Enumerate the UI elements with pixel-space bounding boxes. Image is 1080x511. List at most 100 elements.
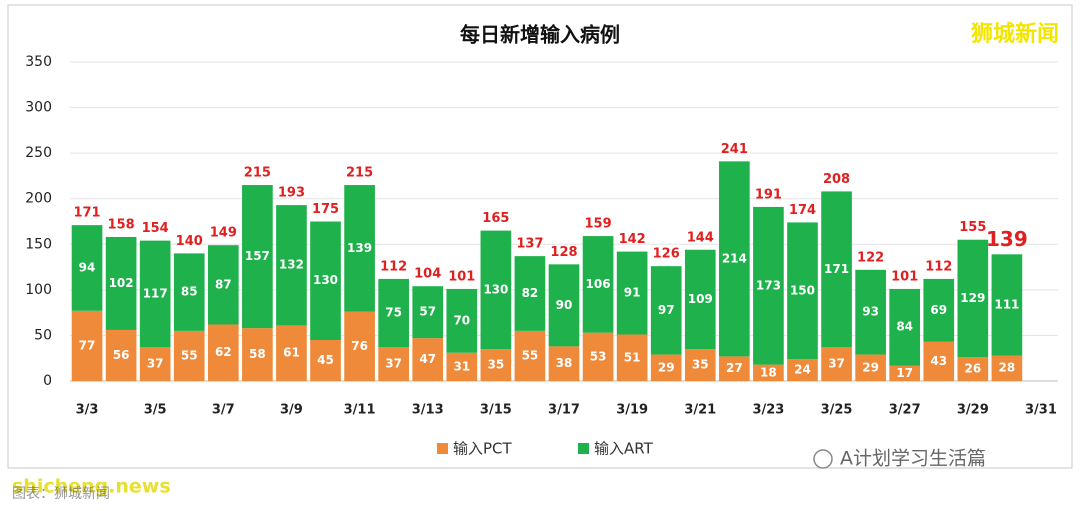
- chart-frame: [7, 4, 1073, 469]
- total-label: 112: [380, 259, 407, 274]
- total-label: 155: [959, 220, 986, 235]
- bar-segment: [787, 359, 818, 381]
- bar-segment: [446, 352, 478, 381]
- total-label: 241: [721, 142, 748, 157]
- bar-segment: [514, 330, 546, 381]
- segment-label: 24: [794, 363, 811, 377]
- segment-label: 37: [385, 357, 402, 371]
- bar-segment: [310, 221, 341, 340]
- segment-label: 117: [143, 286, 168, 300]
- bar-segment: [991, 355, 1023, 381]
- bar-segment: [242, 328, 273, 381]
- y-tick-label: 250: [25, 145, 52, 161]
- bar-segment: [719, 356, 750, 381]
- bar-segment: [855, 269, 886, 355]
- segment-label: 111: [994, 297, 1019, 311]
- y-tick-label: 150: [25, 236, 52, 252]
- total-label: 142: [619, 232, 646, 247]
- segment-label: 214: [722, 251, 747, 265]
- total-label: 174: [789, 203, 816, 218]
- bar-segment: [480, 230, 512, 350]
- segment-label: 55: [181, 348, 198, 362]
- total-label: 128: [550, 245, 577, 260]
- bar-segment: [719, 161, 750, 357]
- y-tick-label: 350: [25, 54, 52, 70]
- bar-segment: [344, 311, 375, 381]
- bar-segment: [855, 354, 886, 381]
- segment-label: 90: [556, 298, 573, 312]
- y-tick-label: 300: [25, 100, 52, 116]
- segment-label: 37: [828, 357, 845, 371]
- segment-label: 82: [522, 286, 539, 300]
- x-tick-label: 3/17: [548, 403, 580, 418]
- bar-segment: [991, 254, 1023, 356]
- bar-segment: [616, 334, 648, 381]
- segment-label: 102: [109, 276, 134, 290]
- segment-label: 47: [419, 352, 436, 366]
- bar-segment: [480, 349, 512, 381]
- segment-label: 35: [692, 358, 709, 372]
- total-label: 165: [482, 211, 509, 226]
- segment-label: 37: [147, 357, 164, 371]
- segment-label: 55: [522, 348, 539, 362]
- x-tick-label: 3/3: [76, 403, 99, 418]
- total-label: 112: [925, 259, 952, 274]
- segment-label: 132: [279, 258, 304, 272]
- segment-label: 45: [317, 353, 334, 367]
- segment-label: 29: [658, 360, 675, 374]
- x-tick-label: 3/15: [480, 403, 512, 418]
- segment-label: 77: [79, 338, 96, 352]
- account-name: A计划学习生活篇: [840, 448, 986, 470]
- bar-segment: [173, 253, 205, 331]
- bar-segment: [616, 251, 648, 335]
- segment-label: 28: [999, 361, 1016, 375]
- total-label: 126: [653, 247, 680, 262]
- bar-segment: [71, 225, 103, 311]
- segment-label: 85: [181, 285, 198, 299]
- segment-label: 94: [79, 260, 96, 274]
- total-label: 104: [414, 267, 441, 282]
- bar-segment: [582, 236, 614, 333]
- total-label: 149: [210, 226, 237, 241]
- x-tick-label: 3/31: [1025, 403, 1057, 418]
- credit: 图表：狮城新闻: [12, 486, 110, 502]
- segment-label: 106: [586, 277, 611, 291]
- total-label: 171: [73, 206, 100, 221]
- segment-label: 70: [453, 313, 470, 327]
- y-tick-label: 0: [43, 373, 52, 389]
- bar-segment: [207, 245, 239, 325]
- segment-label: 87: [215, 277, 232, 291]
- site: shicheng.news: [12, 476, 171, 498]
- bar-segment: [139, 240, 171, 348]
- x-tick-label: 3/27: [889, 403, 921, 418]
- bar-segment: [548, 264, 580, 347]
- legend-label: 输入ART: [594, 440, 654, 458]
- y-tick-label: 50: [34, 327, 52, 343]
- total-label: 193: [278, 186, 305, 201]
- x-tick-label: 3/7: [212, 403, 235, 418]
- total-label: 140: [176, 234, 203, 249]
- bar-segment: [446, 288, 478, 353]
- total-label: 215: [244, 166, 271, 181]
- x-tick-label: 3/19: [616, 403, 648, 418]
- bar-segment: [923, 278, 955, 342]
- segment-label: 26: [964, 362, 981, 376]
- bar-segment: [105, 329, 137, 381]
- bar-segment: [684, 349, 716, 381]
- total-label: 208: [823, 172, 850, 187]
- legend-swatch: [578, 443, 589, 454]
- segment-label: 69: [930, 303, 947, 317]
- x-tick-label: 3/13: [412, 403, 444, 418]
- bar-segment: [821, 347, 852, 381]
- segment-label: 91: [624, 286, 641, 300]
- total-label: 159: [584, 217, 611, 232]
- segment-label: 157: [245, 249, 270, 263]
- x-tick-label: 3/23: [752, 403, 784, 418]
- x-tick-label: 3/21: [684, 403, 716, 418]
- segment-label: 57: [419, 305, 436, 319]
- segment-label: 61: [283, 346, 300, 360]
- bar-segment: [207, 324, 239, 381]
- segment-label: 17: [896, 366, 913, 380]
- bar-segment: [276, 205, 307, 326]
- bar-segment: [173, 330, 205, 381]
